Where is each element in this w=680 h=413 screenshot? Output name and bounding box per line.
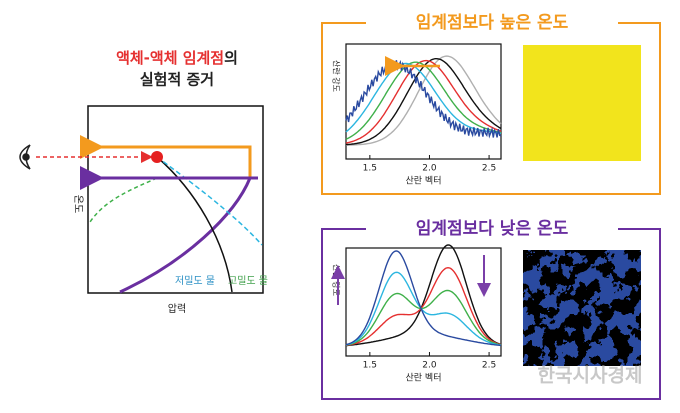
curve [345, 59, 502, 139]
x-tick-label: 2.0 [422, 164, 437, 174]
y-label: 산란 강도 [332, 60, 342, 92]
black-curve [156, 156, 233, 293]
snapshot [523, 45, 641, 161]
curve [345, 244, 502, 347]
x-tick-label: 2.5 [482, 164, 496, 174]
title: 액체-액체 임계점의 [116, 49, 238, 67]
eye-icon [19, 144, 31, 170]
x-tick-label: 2.0 [422, 361, 437, 371]
x-label: 산란 벡터 [406, 175, 442, 187]
x-tick-label: 1.5 [363, 164, 377, 174]
curve [345, 266, 502, 347]
snapshot [523, 250, 641, 366]
x-label: 압력 [168, 302, 186, 315]
x-tick-label: 1.5 [363, 361, 377, 371]
y-label: 온도 [72, 195, 84, 213]
plot-box [345, 43, 502, 160]
curve [345, 250, 502, 347]
critical-point [151, 151, 163, 163]
x-tick-label: 2.5 [482, 361, 496, 371]
panel-title: 임계점보다 낮은 온도 [416, 218, 569, 239]
curve [345, 62, 502, 135]
green-dashed [89, 177, 158, 223]
watermark: 한국시사경제 [538, 365, 643, 387]
orange-arrow [80, 135, 252, 178]
curve [345, 59, 502, 144]
title-bg [366, 10, 618, 36]
title-highlight: 액체-액체 임계점 [116, 49, 224, 67]
low-density-label: 저밀도 물 [175, 275, 215, 287]
y-label: 산란 강도 [332, 264, 342, 296]
title-bg [366, 216, 618, 242]
curve [345, 289, 502, 346]
panel-title: 임계점보다 높은 온도 [416, 12, 569, 33]
title-line2: 실험적 증거 [140, 71, 214, 89]
high-density-label: 고밀도 물 [228, 275, 268, 287]
curve [345, 271, 502, 346]
curve [346, 55, 502, 146]
title-suffix: 의 [224, 49, 238, 67]
x-label: 산란 벡터 [406, 372, 442, 384]
purple-curve [119, 177, 252, 294]
cyan-dashed [156, 156, 263, 246]
